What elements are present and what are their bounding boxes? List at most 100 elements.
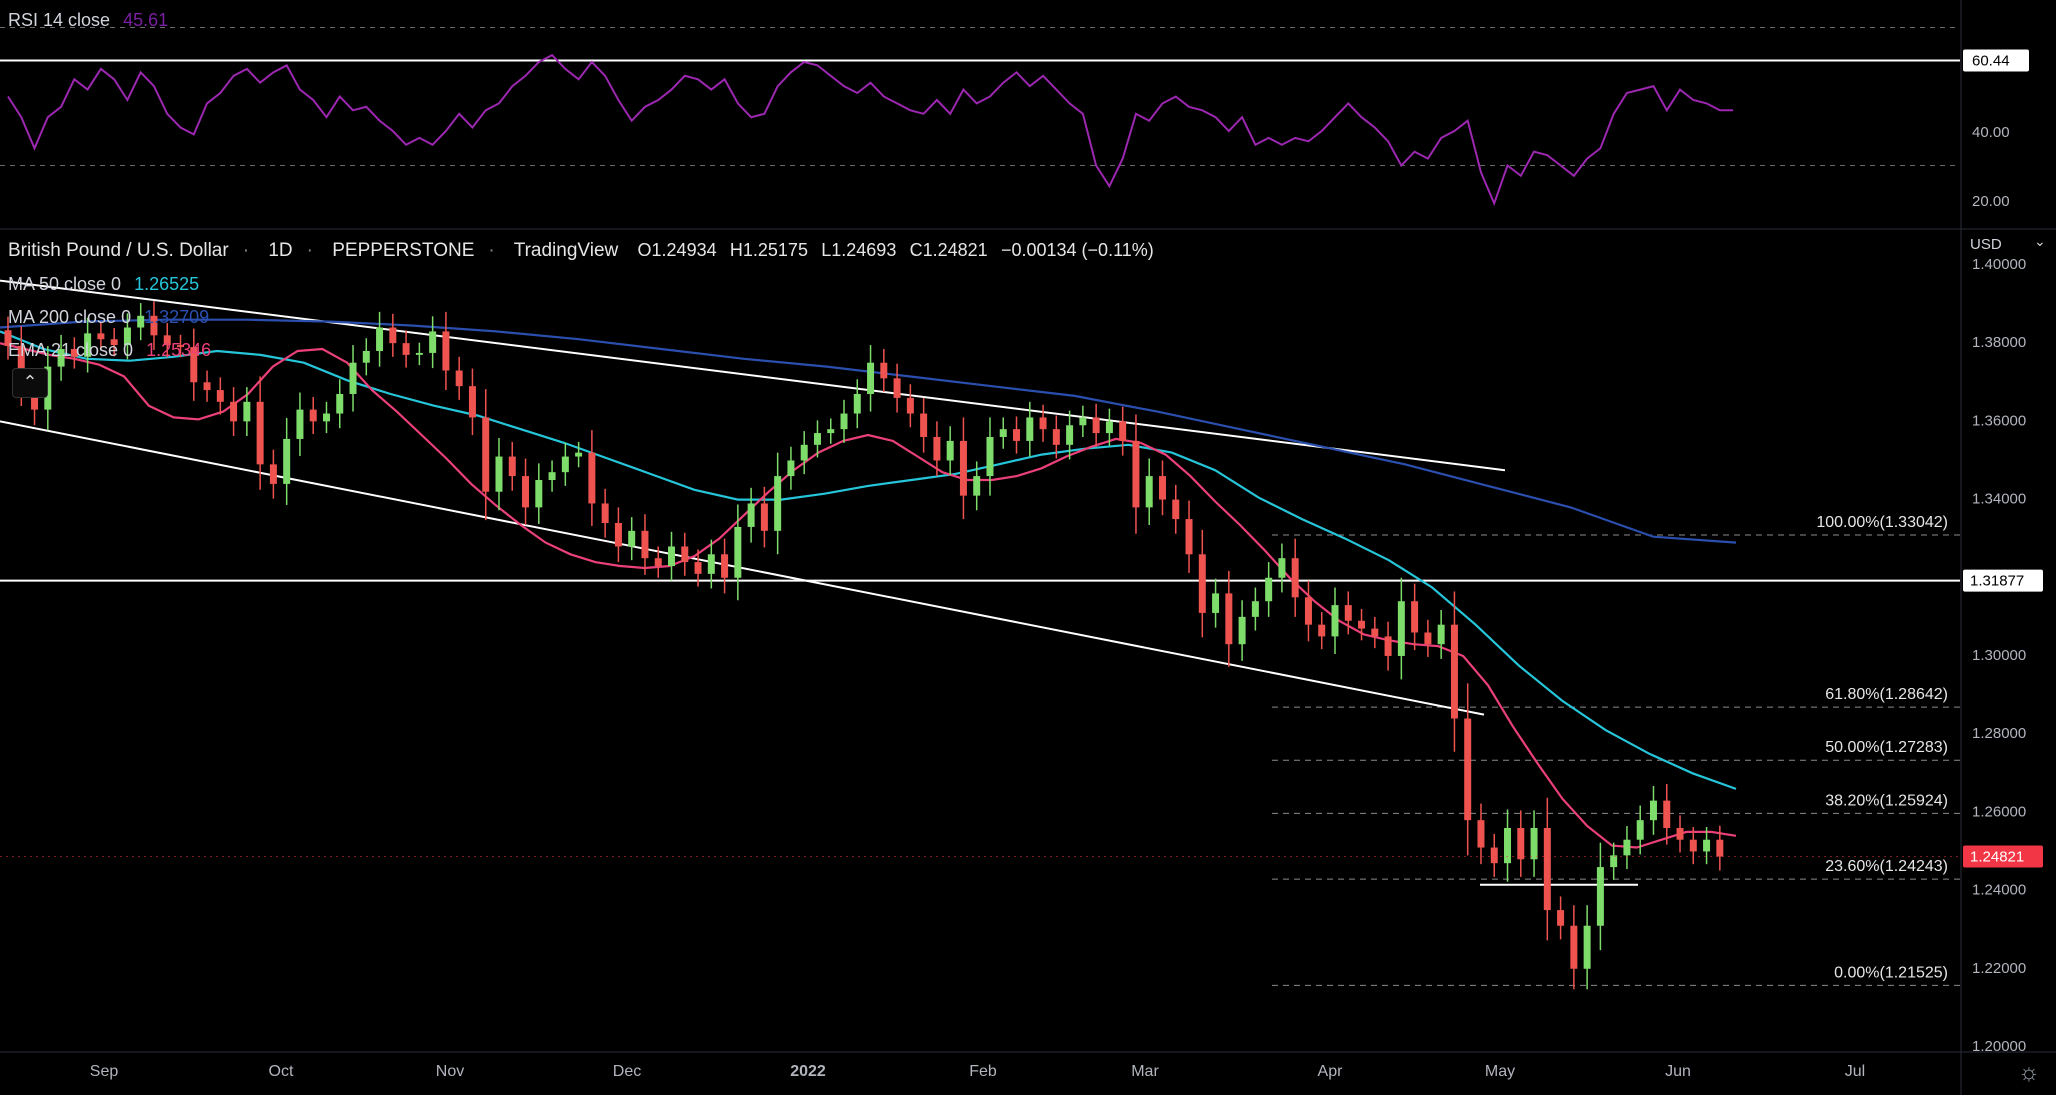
candle-body — [813, 433, 821, 445]
gear-icon[interactable]: ☼ — [2018, 1059, 2040, 1086]
ma200-value: 1.32709 — [144, 307, 210, 327]
candle-body — [508, 456, 516, 477]
candle-body — [1358, 620, 1366, 629]
candle-body — [601, 503, 609, 524]
ema21-legend[interactable]: EMA 21 close 0 1.25346 — [8, 340, 211, 361]
candle-body — [1676, 827, 1684, 840]
rsi-legend[interactable]: RSI 14 close 45.61 — [8, 10, 168, 31]
candle-body — [4, 330, 12, 346]
candle-body — [893, 378, 901, 398]
rsi-label: RSI 14 close — [8, 10, 111, 30]
candle-body — [190, 347, 198, 383]
candle-body — [482, 417, 490, 492]
candle-body — [548, 472, 556, 481]
candle-body — [920, 413, 928, 437]
candle-body — [17, 345, 25, 387]
trendline-upper-channel — [0, 279, 1506, 472]
candle-body — [110, 339, 118, 346]
time-axis-tick: Sep — [90, 1063, 119, 1080]
candle-body — [1238, 616, 1246, 645]
candle-body — [1477, 820, 1485, 848]
candle-body — [362, 350, 370, 363]
candle-body — [1039, 417, 1047, 430]
candle-body — [1583, 925, 1591, 969]
candle-body — [959, 440, 967, 496]
candle-body — [681, 546, 689, 563]
candle-body — [309, 409, 317, 422]
time-axis-tick: Oct — [269, 1063, 294, 1080]
candle-body — [1198, 554, 1206, 613]
ma200-legend[interactable]: MA 200 close 0 1.32709 — [8, 307, 209, 328]
candle-body — [1596, 867, 1604, 926]
rsi-axis-tick: 40.00 — [1972, 124, 2010, 141]
candle-body — [1464, 718, 1472, 821]
candle-body — [1251, 601, 1259, 617]
interval[interactable]: 1D — [268, 240, 293, 261]
price-axis-tick: 1.38000 — [1972, 334, 2026, 351]
symbol-name: British Pound / U.S. Dollar — [8, 240, 229, 261]
candle-body — [800, 444, 808, 461]
candle-body — [1092, 417, 1100, 434]
currency-label[interactable]: USD — [1970, 236, 2002, 253]
high-value: H1.25175 — [729, 240, 808, 260]
candle-body — [1663, 800, 1671, 828]
candle-body — [535, 480, 543, 508]
last-price-tag — [1963, 845, 2043, 868]
candle-body — [654, 558, 662, 567]
candle-body — [336, 393, 344, 414]
ema21-line — [0, 342, 1737, 849]
candle-body — [216, 390, 224, 402]
candle-body — [97, 333, 105, 340]
ma200-label: MA 200 close 0 — [8, 307, 132, 327]
low-value: L1.24693 — [821, 240, 897, 260]
candle-body — [721, 554, 729, 578]
ema21-value: 1.25346 — [146, 340, 212, 360]
candle-body — [70, 349, 78, 357]
last-price-tag-text: 1.24821 — [1970, 848, 2024, 865]
candle-body — [1145, 476, 1153, 508]
time-axis-tick: Apr — [1318, 1063, 1344, 1080]
candle-body — [1291, 558, 1299, 598]
price-axis-tick: 1.22000 — [1972, 960, 2026, 977]
candle-body — [1318, 624, 1326, 637]
candle-body — [1411, 601, 1419, 633]
trendline-lower-channel — [0, 420, 1485, 716]
candle-body — [150, 315, 158, 336]
exchange: PEPPERSTONE — [332, 240, 475, 261]
chevron-down-icon[interactable]: ⌄ — [2034, 233, 2046, 249]
ma50-value: 1.26525 — [134, 274, 200, 294]
price-axis-tick: 1.26000 — [1972, 803, 2026, 820]
symbol-header[interactable]: British Pound / U.S. Dollar · 1D · PEPPERS… — [8, 240, 1154, 261]
horizontal-level-tag — [1963, 569, 2043, 592]
price-axis-tick: 1.40000 — [1972, 256, 2026, 273]
candle-body — [707, 554, 715, 574]
candle-body — [561, 456, 569, 473]
candle-body — [628, 530, 636, 547]
candle-body — [1265, 577, 1273, 602]
candle-body — [575, 452, 583, 457]
candle-body — [322, 413, 330, 422]
candle-body — [1716, 839, 1724, 857]
rsi-axis-tick: 20.00 — [1972, 193, 2010, 210]
ma50-legend[interactable]: MA 50 close 0 1.26525 — [8, 274, 199, 295]
time-axis-tick: Dec — [613, 1063, 641, 1080]
rsi-value: 45.61 — [123, 10, 169, 30]
candle-body — [867, 362, 875, 394]
candle-body — [349, 362, 357, 394]
candle-body — [1013, 429, 1021, 441]
candle-body — [1623, 839, 1631, 856]
time-axis-tick: Mar — [1131, 1063, 1159, 1080]
time-axis-tick: Nov — [436, 1063, 464, 1080]
candle-body — [760, 503, 768, 531]
candle-body — [906, 397, 914, 414]
chevron-up-icon[interactable]: ⌃ — [12, 368, 48, 398]
fib-level-label: 50.00%(1.27283) — [1825, 739, 1948, 756]
time-axis-tick: Jul — [1845, 1063, 1865, 1080]
ma50-label: MA 50 close 0 — [8, 274, 122, 294]
fib-level-label: 100.00%(1.33042) — [1816, 514, 1948, 531]
candle-body — [1331, 605, 1339, 637]
candle-body — [933, 436, 941, 461]
candle-body — [442, 331, 450, 371]
